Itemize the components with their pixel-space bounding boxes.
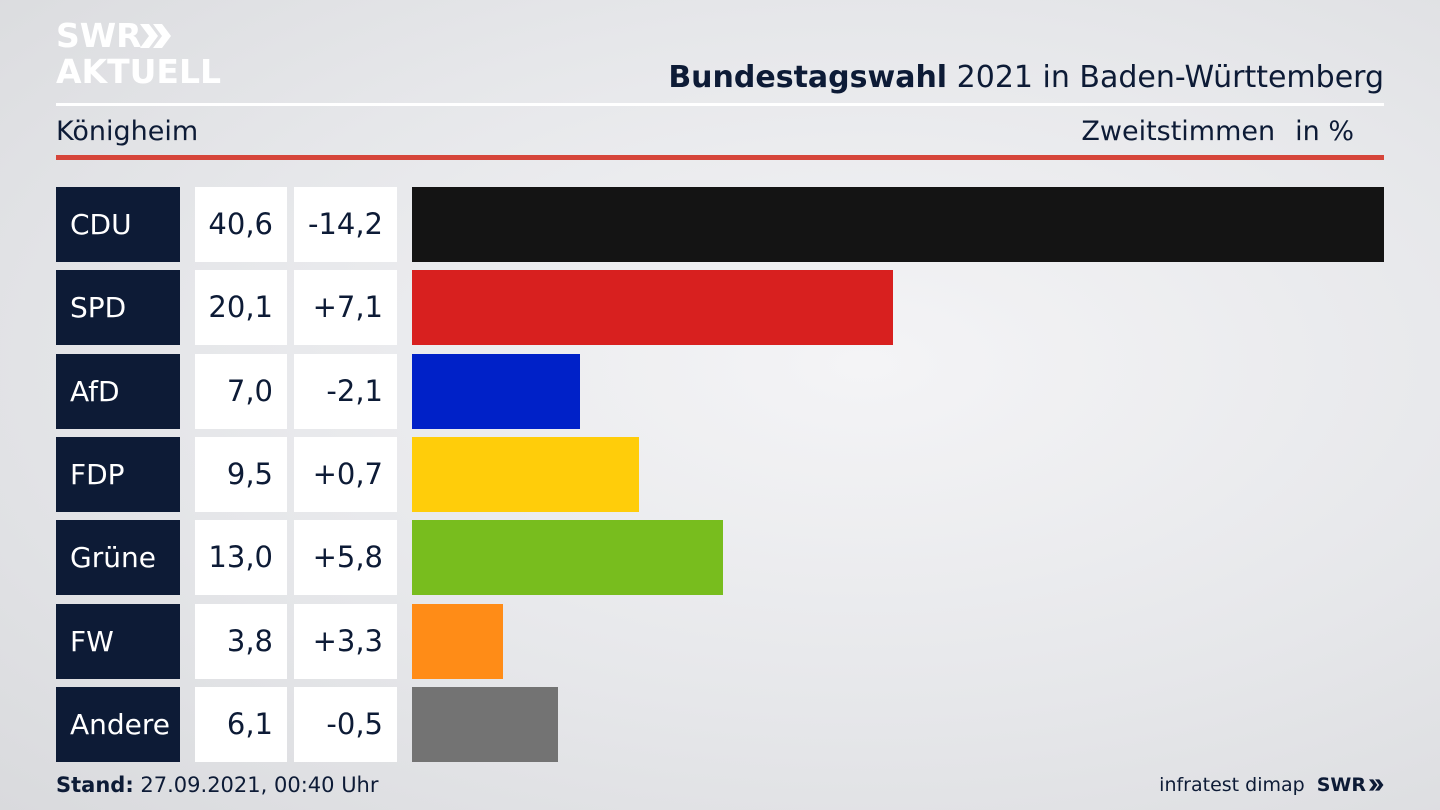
stand-value: 27.09.2021, 00:40 Uhr — [140, 773, 379, 797]
swr-brand-small: SWR — [1316, 774, 1366, 796]
vote-share-value: 9,5 — [195, 437, 287, 512]
vote-share-bar — [412, 354, 580, 429]
vote-change-value: -0,5 — [294, 687, 397, 762]
logo-swr-text: SWR — [56, 16, 142, 55]
chart-row: SPD 20,1 +7,1 — [56, 270, 1384, 345]
vote-change-value: +7,1 — [294, 270, 397, 345]
vote-share-bar — [412, 270, 893, 345]
vote-change-value: +3,3 — [294, 604, 397, 679]
vote-change-value: +0,7 — [294, 437, 397, 512]
chart-row: AfD 7,0 -2,1 — [56, 354, 1384, 429]
vote-share-bar — [412, 187, 1384, 262]
vote-share-value: 7,0 — [195, 354, 287, 429]
party-label: AfD — [56, 354, 180, 429]
vote-change-value: -2,1 — [294, 354, 397, 429]
party-label: FDP — [56, 437, 180, 512]
vote-share-value: 6,1 — [195, 687, 287, 762]
vote-share-value: 20,1 — [195, 270, 287, 345]
vote-share-value: 3,8 — [195, 604, 287, 679]
source-text: infratest dimap — [1159, 774, 1305, 796]
chevron-right-icon — [140, 24, 171, 48]
timestamp: Stand: 27.09.2021, 00:40 Uhr — [56, 770, 379, 800]
chart-row: CDU 40,6 -14,2 — [56, 187, 1384, 262]
chart-row: Andere 6,1 -0,5 — [56, 687, 1384, 762]
chart-row: FW 3,8 +3,3 — [56, 604, 1384, 679]
vote-share-bar — [412, 437, 639, 512]
swr-aktuell-logo: SWR AKTUELL — [56, 18, 226, 90]
unit-text: in % — [1295, 116, 1354, 147]
accent-divider — [56, 155, 1384, 160]
party-label: CDU — [56, 187, 180, 262]
chart-row: FDP 9,5 +0,7 — [56, 437, 1384, 512]
party-label: FW — [56, 604, 180, 679]
vote-change-value: +5,8 — [294, 520, 397, 595]
title-rest: 2021 in Baden-Württemberg — [956, 60, 1384, 95]
measure-label: Zweitstimmen in % — [1081, 114, 1354, 150]
measure-text: Zweitstimmen — [1081, 116, 1276, 147]
vote-share-bar — [412, 520, 723, 595]
vote-share-value: 40,6 — [195, 187, 287, 262]
page-title: Bundestagswahl 2021 in Baden-Württemberg — [668, 58, 1384, 98]
chart-row: Grüne 13,0 +5,8 — [56, 520, 1384, 595]
vote-share-bar — [412, 687, 558, 762]
party-label: Andere — [56, 687, 180, 762]
party-label: Grüne — [56, 520, 180, 595]
chevron-right-icon — [1369, 779, 1384, 791]
vote-change-value: -14,2 — [294, 187, 397, 262]
logo-aktuell-text: AKTUELL — [56, 52, 222, 91]
stand-label: Stand: — [56, 773, 134, 797]
party-label: SPD — [56, 270, 180, 345]
vote-share-bar — [412, 604, 503, 679]
header-divider — [56, 103, 1384, 106]
vote-share-value: 13,0 — [195, 520, 287, 595]
title-bold: Bundestagswahl — [668, 60, 948, 95]
source-credit: infratest dimap SWR — [1159, 770, 1384, 800]
location-label: Königheim — [56, 116, 199, 147]
